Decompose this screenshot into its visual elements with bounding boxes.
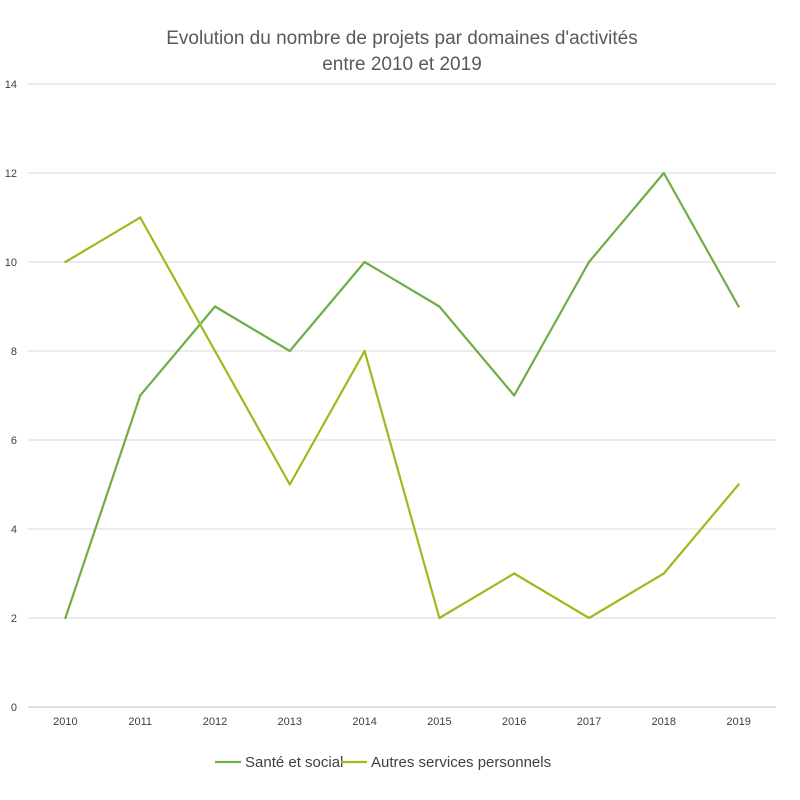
data-point <box>587 616 591 620</box>
legend-label: Santé et social <box>245 754 343 771</box>
x-tick-label: 2013 <box>278 716 302 728</box>
y-tick-label: 12 <box>5 168 17 180</box>
x-tick-label: 2010 <box>53 716 77 728</box>
chart-title-line-2: entre 2010 et 2019 <box>322 54 482 75</box>
chart-title-line-1: Evolution du nombre de projets par domai… <box>166 28 638 49</box>
legend: Santé et social Autres services personnel… <box>215 754 551 771</box>
data-point <box>363 260 366 264</box>
gridlines <box>28 83 776 708</box>
y-tick-label: 10 <box>5 257 17 269</box>
x-tick-label: 2016 <box>502 716 526 728</box>
data-point <box>438 616 441 620</box>
data-point <box>438 305 441 308</box>
x-tick-label: 2018 <box>652 716 676 728</box>
data-point <box>513 394 516 397</box>
y-tick-label: 6 <box>11 435 17 447</box>
y-tick-label: 8 <box>11 346 17 358</box>
chart-title: Evolution du nombre de projets par domai… <box>166 28 638 75</box>
data-point <box>64 260 67 264</box>
data-point <box>288 483 291 486</box>
series-line-1 <box>64 171 740 620</box>
data-point <box>662 572 665 575</box>
legend-item: Autres services personnels <box>341 754 551 771</box>
x-tick-label: 2012 <box>203 716 227 728</box>
x-tick-label: 2015 <box>427 716 451 728</box>
x-tick-label: 2014 <box>352 716 376 728</box>
data-point <box>139 394 142 397</box>
y-axis: 0 2 4 6 8 10 12 14 <box>5 79 17 714</box>
x-tick-label: 2019 <box>726 716 750 728</box>
x-tick-label: 2017 <box>577 716 601 728</box>
data-point <box>737 483 740 486</box>
data-point <box>513 572 516 575</box>
data-point <box>662 171 665 175</box>
plot-area <box>64 171 740 620</box>
data-point <box>64 616 67 620</box>
y-tick-label: 0 <box>11 702 17 714</box>
data-point <box>363 349 366 353</box>
data-point <box>288 349 291 353</box>
data-point <box>737 305 740 308</box>
legend-item: Santé et social <box>215 754 343 771</box>
data-point <box>213 305 217 308</box>
x-axis: 2010 2011 2012 2013 2014 2015 2016 2017 2018 2019 <box>53 716 751 728</box>
data-point <box>139 216 142 219</box>
series-line-2 <box>64 216 740 620</box>
x-tick-label: 2011 <box>128 716 152 728</box>
y-tick-label: 14 <box>5 79 17 91</box>
legend-label: Autres services personnels <box>371 754 551 771</box>
y-tick-label: 2 <box>11 613 17 625</box>
y-tick-label: 4 <box>11 524 17 536</box>
data-point <box>587 260 591 264</box>
data-point <box>213 349 217 353</box>
